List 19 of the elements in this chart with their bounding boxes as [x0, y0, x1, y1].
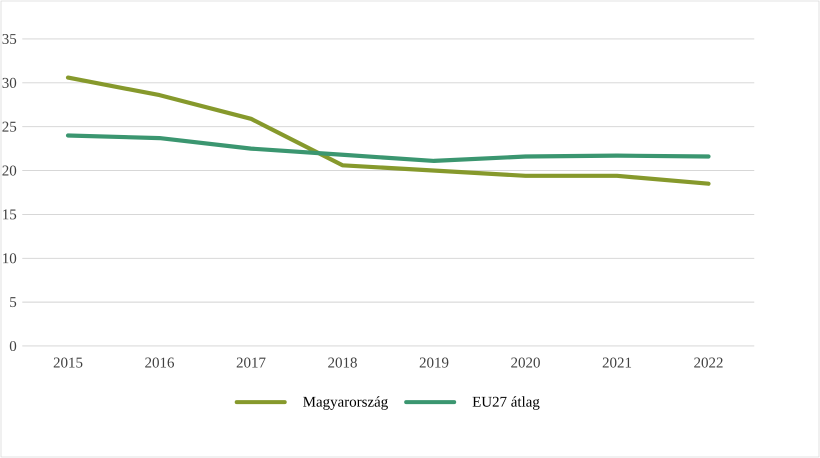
y-tick-label: 5 — [10, 297, 16, 308]
y-tick-label: 25 — [2, 122, 16, 132]
x-tick-label: 2015 — [54, 358, 82, 368]
legend-label: EU27 átlag — [472, 396, 540, 410]
x-tick-label: 2018 — [328, 358, 357, 368]
x-tick-label: 2020 — [511, 358, 540, 368]
y-tick-label: 30 — [2, 78, 16, 88]
legend-label: Magyarország — [303, 396, 388, 410]
y-tick-label: 10 — [3, 253, 16, 264]
y-tick-label: 35 — [2, 34, 16, 44]
y-tick-label: 20 — [2, 166, 16, 176]
x-tick-label: 2021 — [602, 358, 632, 368]
y-tick-label: 15 — [3, 209, 16, 220]
x-tick-label: 2022 — [694, 358, 723, 368]
x-tick-label: 2016 — [145, 358, 174, 368]
line-series — [66, 133, 711, 164]
x-tick-label: 2017 — [236, 358, 266, 368]
y-tick-label: 0 — [10, 340, 16, 352]
x-tick-label: 2019 — [420, 358, 448, 368]
